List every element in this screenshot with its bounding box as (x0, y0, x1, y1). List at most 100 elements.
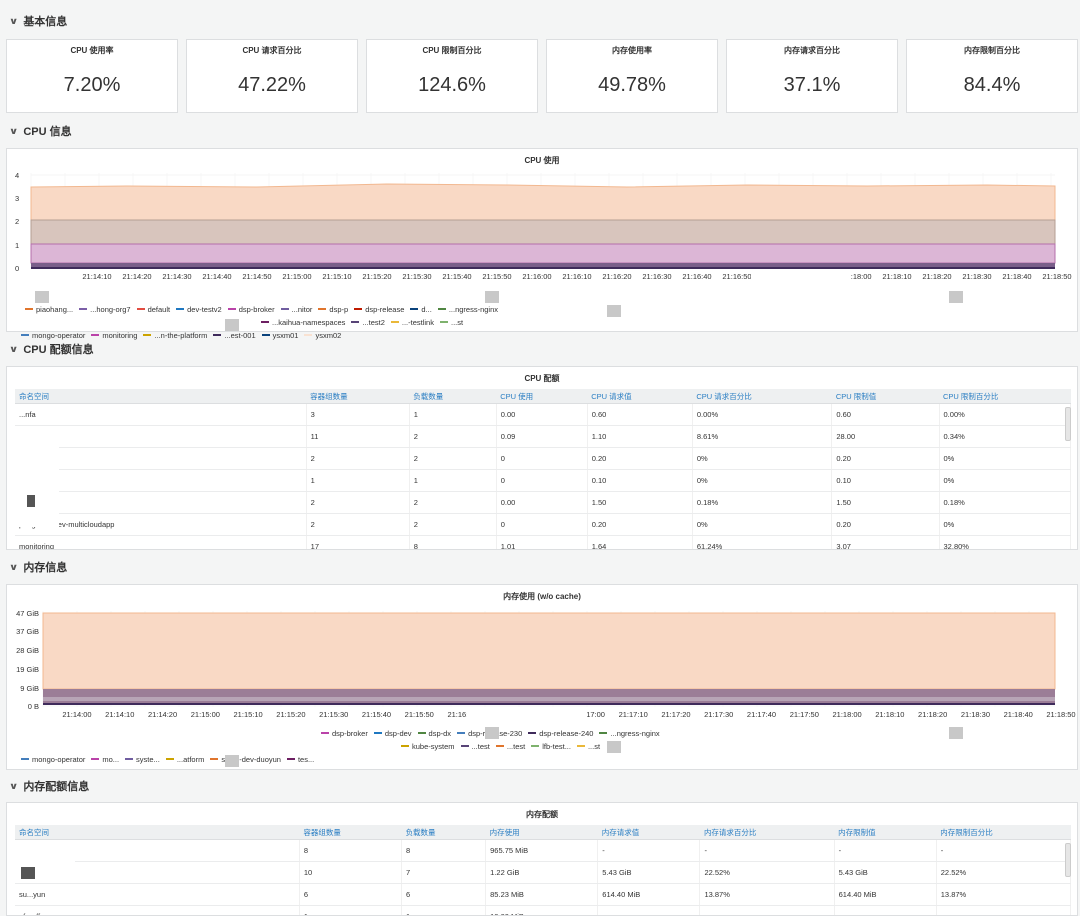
legend-item[interactable]: ...-testlink (390, 318, 434, 327)
legend-item[interactable]: dsp-release-240 (528, 729, 593, 738)
legend-item[interactable]: ...hong-org7 (79, 305, 131, 314)
legend-item[interactable]: ...atform (165, 755, 204, 764)
legend-item[interactable]: mo... (91, 755, 119, 764)
x-tick-label: 21:15:30 (319, 710, 348, 719)
legend-item[interactable]: default (136, 305, 170, 314)
redaction-block (27, 495, 35, 507)
legend-item[interactable]: ...test (495, 742, 525, 751)
column-header[interactable]: CPU 请求百分比 (692, 389, 832, 404)
legend-item[interactable]: ysxm02 (304, 331, 341, 340)
legend-item[interactable]: mongo-operator (21, 755, 85, 764)
section-cpu-quota[interactable]: ∨ CPU 配额信息 (9, 340, 94, 358)
table-row[interactable]: ...nfa 3 1 0.00 0.60 0.00% 0.60 0.00% (15, 403, 1072, 426)
x-tick-label: 21:18:40 (1002, 272, 1031, 281)
legend-item[interactable]: sulun-dev-duoyun (210, 755, 281, 764)
column-header[interactable]: CPU 限制值 (831, 389, 940, 404)
legend-item[interactable]: lfb-test... (531, 742, 571, 751)
section-cpu-info[interactable]: ∨ CPU 信息 (9, 122, 72, 140)
legend-swatch (25, 308, 33, 310)
table-cell: 6 (299, 883, 403, 906)
table-row[interactable]: 10 7 1.22 GiB 5.43 GiB 22.52% 5.43 GiB 22.52% (15, 861, 1072, 884)
legend-label: ysxm01 (272, 330, 299, 340)
table-cell: 0.20 (831, 513, 940, 536)
legend-item[interactable]: dsp-p (318, 305, 348, 314)
legend-item[interactable]: mongo-operator (21, 331, 85, 340)
cpu-usage-chart[interactable]: 4 3 2 1 0 21:14:10 21:14:20 21:14:30 21:14:40 21… (7, 165, 1079, 299)
legend-item[interactable]: ...st (576, 742, 600, 751)
section-basic-info[interactable]: ∨ 基本信息 (9, 12, 67, 30)
column-header[interactable]: 命名空间 (15, 389, 307, 404)
legend-item[interactable]: piaohang... (25, 305, 73, 314)
column-header[interactable]: 内存使用 (485, 825, 598, 840)
x-tick-label: 21:14:20 (122, 272, 151, 281)
table-cell: 1.22 GiB (485, 861, 599, 884)
table-row[interactable]: 11 2 0.09 1.10 8.61% 28.00 0.34% (15, 425, 1072, 448)
column-header[interactable]: 内存限制值 (834, 825, 937, 840)
legend-item[interactable]: ...test (460, 742, 490, 751)
table-row[interactable]: t...220.001.500.18%1.500.18% (15, 491, 1072, 514)
column-header[interactable]: 容器组数量 (306, 389, 410, 404)
legend-label: ...est-001 (224, 330, 256, 340)
x-tick-label: 21:15:50 (405, 710, 434, 719)
section-memory-quota[interactable]: ∨ 内存配额信息 (9, 777, 89, 795)
column-header[interactable]: 容器组数量 (299, 825, 402, 840)
x-tick-label: 21:14:40 (202, 272, 231, 281)
legend-item[interactable]: dsp-broker (227, 305, 275, 314)
legend-swatch (261, 334, 270, 336)
legend-item[interactable]: dsp-dx (417, 729, 451, 738)
column-header[interactable]: 负载数量 (401, 825, 486, 840)
column-header[interactable]: 内存请求百分比 (699, 825, 835, 840)
legend-item[interactable]: dsp-dev (373, 729, 412, 738)
x-tick-label: 21:18:20 (918, 710, 947, 719)
table-cell: 3 (306, 403, 410, 426)
legend-item[interactable]: ...ngress-nginx (599, 729, 660, 738)
table-row[interactable]: nfa-offer1110.00 MiB (15, 905, 1072, 915)
cpu-quota-table: 命名空间 容器组数量 负载数量 CPU 使用 CPU 请求值 CPU 请求百分比 CPU 限… (15, 389, 1072, 549)
legend-item[interactable]: d... (410, 305, 432, 314)
scrollbar[interactable] (1065, 407, 1071, 441)
table-cell: - (597, 839, 701, 862)
x-tick-label: 21:14:00 (62, 710, 91, 719)
column-header[interactable]: 负载数量 (409, 389, 497, 404)
legend-item[interactable]: ...kaihua-namespaces (261, 318, 345, 327)
legend-swatch (280, 308, 289, 310)
column-header[interactable]: CPU 限制百分比 (939, 389, 1071, 404)
memory-legend: dsp-brokerdsp-devdsp-dxdsp-release-230ds… (21, 727, 1067, 766)
legend-item[interactable]: ...nitor (280, 304, 313, 314)
legend-item[interactable]: dsp-broker (321, 729, 368, 738)
legend-item[interactable]: ...est-001 (213, 330, 256, 340)
legend-item[interactable]: ...ngress-nginx (437, 305, 498, 314)
column-header[interactable]: 内存限制百分比 (936, 825, 1071, 840)
table-cell: 0 (496, 469, 588, 492)
legend-item[interactable]: ...st (439, 318, 463, 327)
column-header[interactable]: CPU 使用 (496, 389, 588, 404)
table-row[interactable]: 8 8 965.75 MiB - - - - (15, 839, 1072, 862)
legend-swatch (528, 732, 537, 734)
legend-item[interactable]: ...test2 (351, 318, 385, 327)
table-cell: 0.18% (692, 491, 833, 514)
column-header[interactable]: 命名空间 (15, 825, 300, 840)
legend-item[interactable]: dsp-release (354, 305, 404, 314)
redaction-block (751, 271, 851, 283)
table-row[interactable]: pangulcai-dev-multicloudapp 2 2 0 0.20 0% 0.20… (15, 513, 1072, 536)
legend-item[interactable]: kube-system (401, 742, 455, 751)
memory-usage-chart[interactable]: 47 GiB 37 GiB 28 GiB 19 GiB 9 GiB 0 B 21:14:0… (7, 603, 1079, 733)
legend-item[interactable]: tes... (286, 755, 314, 764)
legend-item[interactable]: monitoring (91, 331, 137, 340)
y-tick-label: 3 (15, 194, 19, 203)
column-header[interactable]: 内存请求值 (597, 825, 700, 840)
legend-label: ...nitor (291, 304, 313, 314)
table-row[interactable]: monitoring 17 8 1.01 1.64 61.24% 3.07 32.80% (15, 535, 1072, 549)
scrollbar[interactable] (1065, 843, 1071, 877)
legend-item[interactable]: ...n-the-platform (143, 331, 207, 340)
legend-item[interactable]: dev-testv2 (176, 305, 222, 314)
x-tick-label: 21:15:00 (191, 710, 220, 719)
table-row[interactable]: su...yun 6 6 85.23 MiB 614.40 MiB 13.87% 614.4… (15, 883, 1072, 906)
stat-title: 内存限制百分比 (964, 46, 1020, 55)
column-header[interactable]: CPU 请求值 (587, 389, 693, 404)
legend-item[interactable]: ysxm01 (261, 330, 299, 340)
legend-item[interactable]: syste... (125, 755, 160, 764)
section-memory-info[interactable]: ∨ 内存信息 (9, 558, 67, 576)
